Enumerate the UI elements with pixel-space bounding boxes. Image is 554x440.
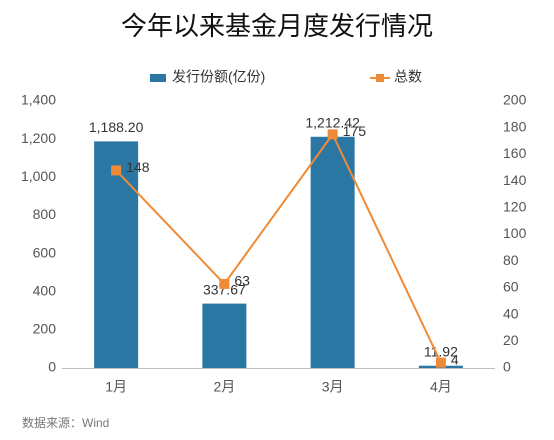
y2-tick-label: 40	[503, 305, 519, 321]
legend-swatch	[150, 74, 166, 82]
y-tick-label: 600	[33, 244, 57, 260]
legend-swatch	[376, 74, 384, 82]
x-tick-label: 2月	[213, 379, 235, 395]
line-marker	[327, 129, 338, 140]
line-value-label: 63	[234, 273, 250, 289]
y-tick-label: 800	[33, 206, 57, 222]
bar-value-label: 337.67	[203, 281, 246, 297]
y-tick-label: 1,400	[21, 92, 56, 108]
line-value-label: 175	[343, 123, 367, 139]
y2-tick-label: 0	[503, 359, 511, 375]
bar-value-label: 1,212.42	[305, 114, 360, 130]
line-value-label: 148	[126, 159, 150, 175]
source-note: 数据来源：Wind	[22, 415, 109, 430]
y-tick-label: 0	[48, 359, 56, 375]
y2-tick-label: 200	[503, 92, 527, 108]
line-marker	[435, 357, 446, 368]
y-tick-label: 400	[33, 282, 57, 298]
y-tick-label: 1,200	[21, 130, 56, 146]
bar	[94, 141, 139, 368]
bar-value-label: 1,188.20	[89, 119, 144, 135]
y-tick-label: 1,000	[21, 168, 56, 184]
y2-tick-label: 120	[503, 199, 527, 215]
bar	[202, 303, 247, 368]
line	[115, 132, 442, 364]
chart-title: 今年以来基金月度发行情况	[121, 11, 433, 41]
y-tick-label: 200	[33, 321, 57, 337]
x-tick-label: 4月	[430, 379, 452, 395]
y2-tick-label: 60	[503, 279, 519, 295]
line-marker	[111, 165, 122, 176]
bar	[310, 136, 355, 368]
x-tick-label: 1月	[105, 379, 127, 395]
y2-tick-label: 140	[503, 172, 527, 188]
legend-label: 发行份额(亿份)	[172, 69, 265, 85]
y2-tick-label: 100	[503, 225, 527, 241]
y2-tick-label: 160	[503, 145, 527, 161]
y2-tick-label: 20	[503, 332, 519, 348]
x-tick-label: 3月	[322, 379, 344, 395]
bar-value-label: 11.92	[424, 343, 458, 359]
line-marker	[219, 278, 230, 289]
legend-label: 总数	[394, 69, 422, 85]
y2-tick-label: 80	[503, 252, 519, 268]
y2-tick-label: 180	[503, 118, 527, 134]
line-value-label: 4	[451, 351, 459, 367]
